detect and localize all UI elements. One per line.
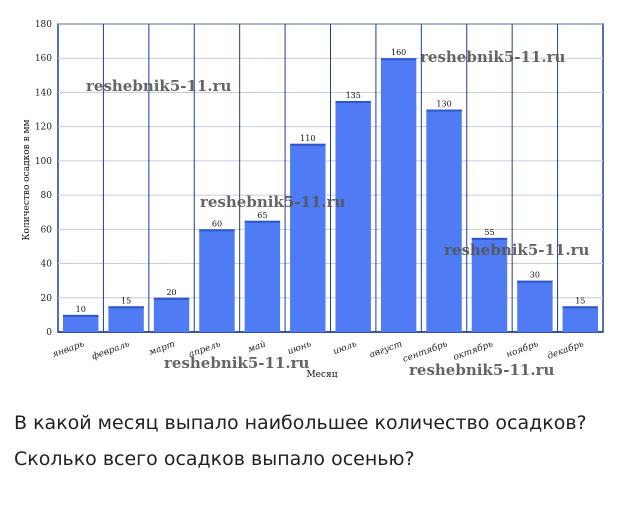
data-label: 60 (212, 219, 222, 228)
data-label: 30 (530, 271, 540, 280)
y-tick-label: 120 (35, 123, 52, 133)
bar-top-edge (244, 220, 281, 223)
bar (380, 58, 417, 332)
watermark: reshebnik5-11.ru (86, 77, 231, 95)
x-axis-title: Месяц (306, 370, 337, 380)
watermark: reshebnik5-11.ru (444, 241, 589, 259)
x-tick-label: декабрь (546, 338, 585, 361)
bar (290, 143, 326, 332)
data-label: 15 (575, 296, 585, 305)
data-label: 135 (346, 91, 361, 100)
bar (471, 237, 508, 332)
bar (108, 306, 144, 332)
x-tick-label: июль (332, 339, 358, 357)
bar-top-edge (290, 143, 326, 146)
y-axis-ticks: 0 20 40 60 80 100 120 140 160 180 (35, 20, 52, 338)
watermark: reshebnik5-11.ru (164, 354, 309, 372)
bar (153, 297, 190, 332)
bar-top-edge (335, 101, 371, 103)
y-tick-label: 140 (35, 88, 52, 98)
bar (199, 229, 235, 332)
question-2: Сколько всего осадков выпало осенью? (14, 448, 415, 470)
y-tick-label: 80 (41, 191, 53, 201)
question-1: В какой месяц выпало наибольшее количест… (14, 412, 587, 434)
data-label: 15 (121, 296, 131, 305)
y-tick-label: 60 (41, 225, 53, 235)
bar (62, 314, 99, 332)
watermark: reshebnik5-11.ru (409, 361, 554, 379)
bar (562, 306, 599, 332)
bar (426, 109, 462, 332)
bar (517, 280, 553, 332)
bar (244, 220, 281, 332)
y-tick-label: 180 (35, 20, 52, 30)
precipitation-bar-chart: 0 20 40 60 80 100 120 140 160 180 10 15 20 60 65 110 13… (22, 20, 604, 380)
data-labels: 10 15 20 60 65 110 135 160 130 55 30 15 (76, 48, 586, 314)
data-label: 130 (436, 100, 451, 109)
question-block: В какой месяц выпало наибольшее количест… (14, 405, 614, 477)
bar-top-edge (562, 306, 599, 309)
watermark-group: reshebnik5-11.ru reshebnik5-11.ru resheb… (86, 48, 589, 379)
x-tick-label: январь (51, 339, 86, 360)
bar-top-edge (426, 109, 462, 112)
bar-top-edge (153, 297, 190, 300)
chart-grid (57, 23, 604, 333)
y-tick-label: 160 (35, 54, 52, 64)
bar-top-edge (199, 229, 235, 232)
bar-top-edge (62, 314, 99, 317)
watermark: reshebnik5-11.ru (420, 48, 565, 66)
data-label: 55 (484, 228, 494, 237)
data-label: 65 (257, 211, 267, 220)
y-axis-title: Количество осадков в мм (22, 119, 32, 240)
y-tick-label: 40 (41, 260, 53, 270)
bar-top-edge (471, 237, 508, 240)
data-label: 160 (391, 48, 406, 57)
x-tick-label: февраль (91, 339, 132, 362)
x-tick-label: ноябрь (505, 338, 540, 360)
x-tick-label: май (246, 339, 267, 355)
data-label: 10 (76, 305, 86, 314)
data-label: 110 (300, 134, 315, 143)
bar-top-edge (108, 306, 144, 309)
y-tick-label: 0 (46, 328, 52, 338)
watermark: reshebnik5-11.ru (200, 193, 345, 211)
bar-top-edge (517, 280, 553, 283)
chart-bars (62, 58, 599, 332)
x-tick-label: октябрь (452, 338, 495, 363)
y-tick-label: 20 (41, 294, 53, 304)
bar (335, 101, 371, 332)
y-tick-label: 100 (35, 157, 52, 167)
bar-top-edge (380, 58, 417, 61)
data-label: 20 (166, 288, 176, 297)
x-tick-label: август (368, 339, 403, 360)
